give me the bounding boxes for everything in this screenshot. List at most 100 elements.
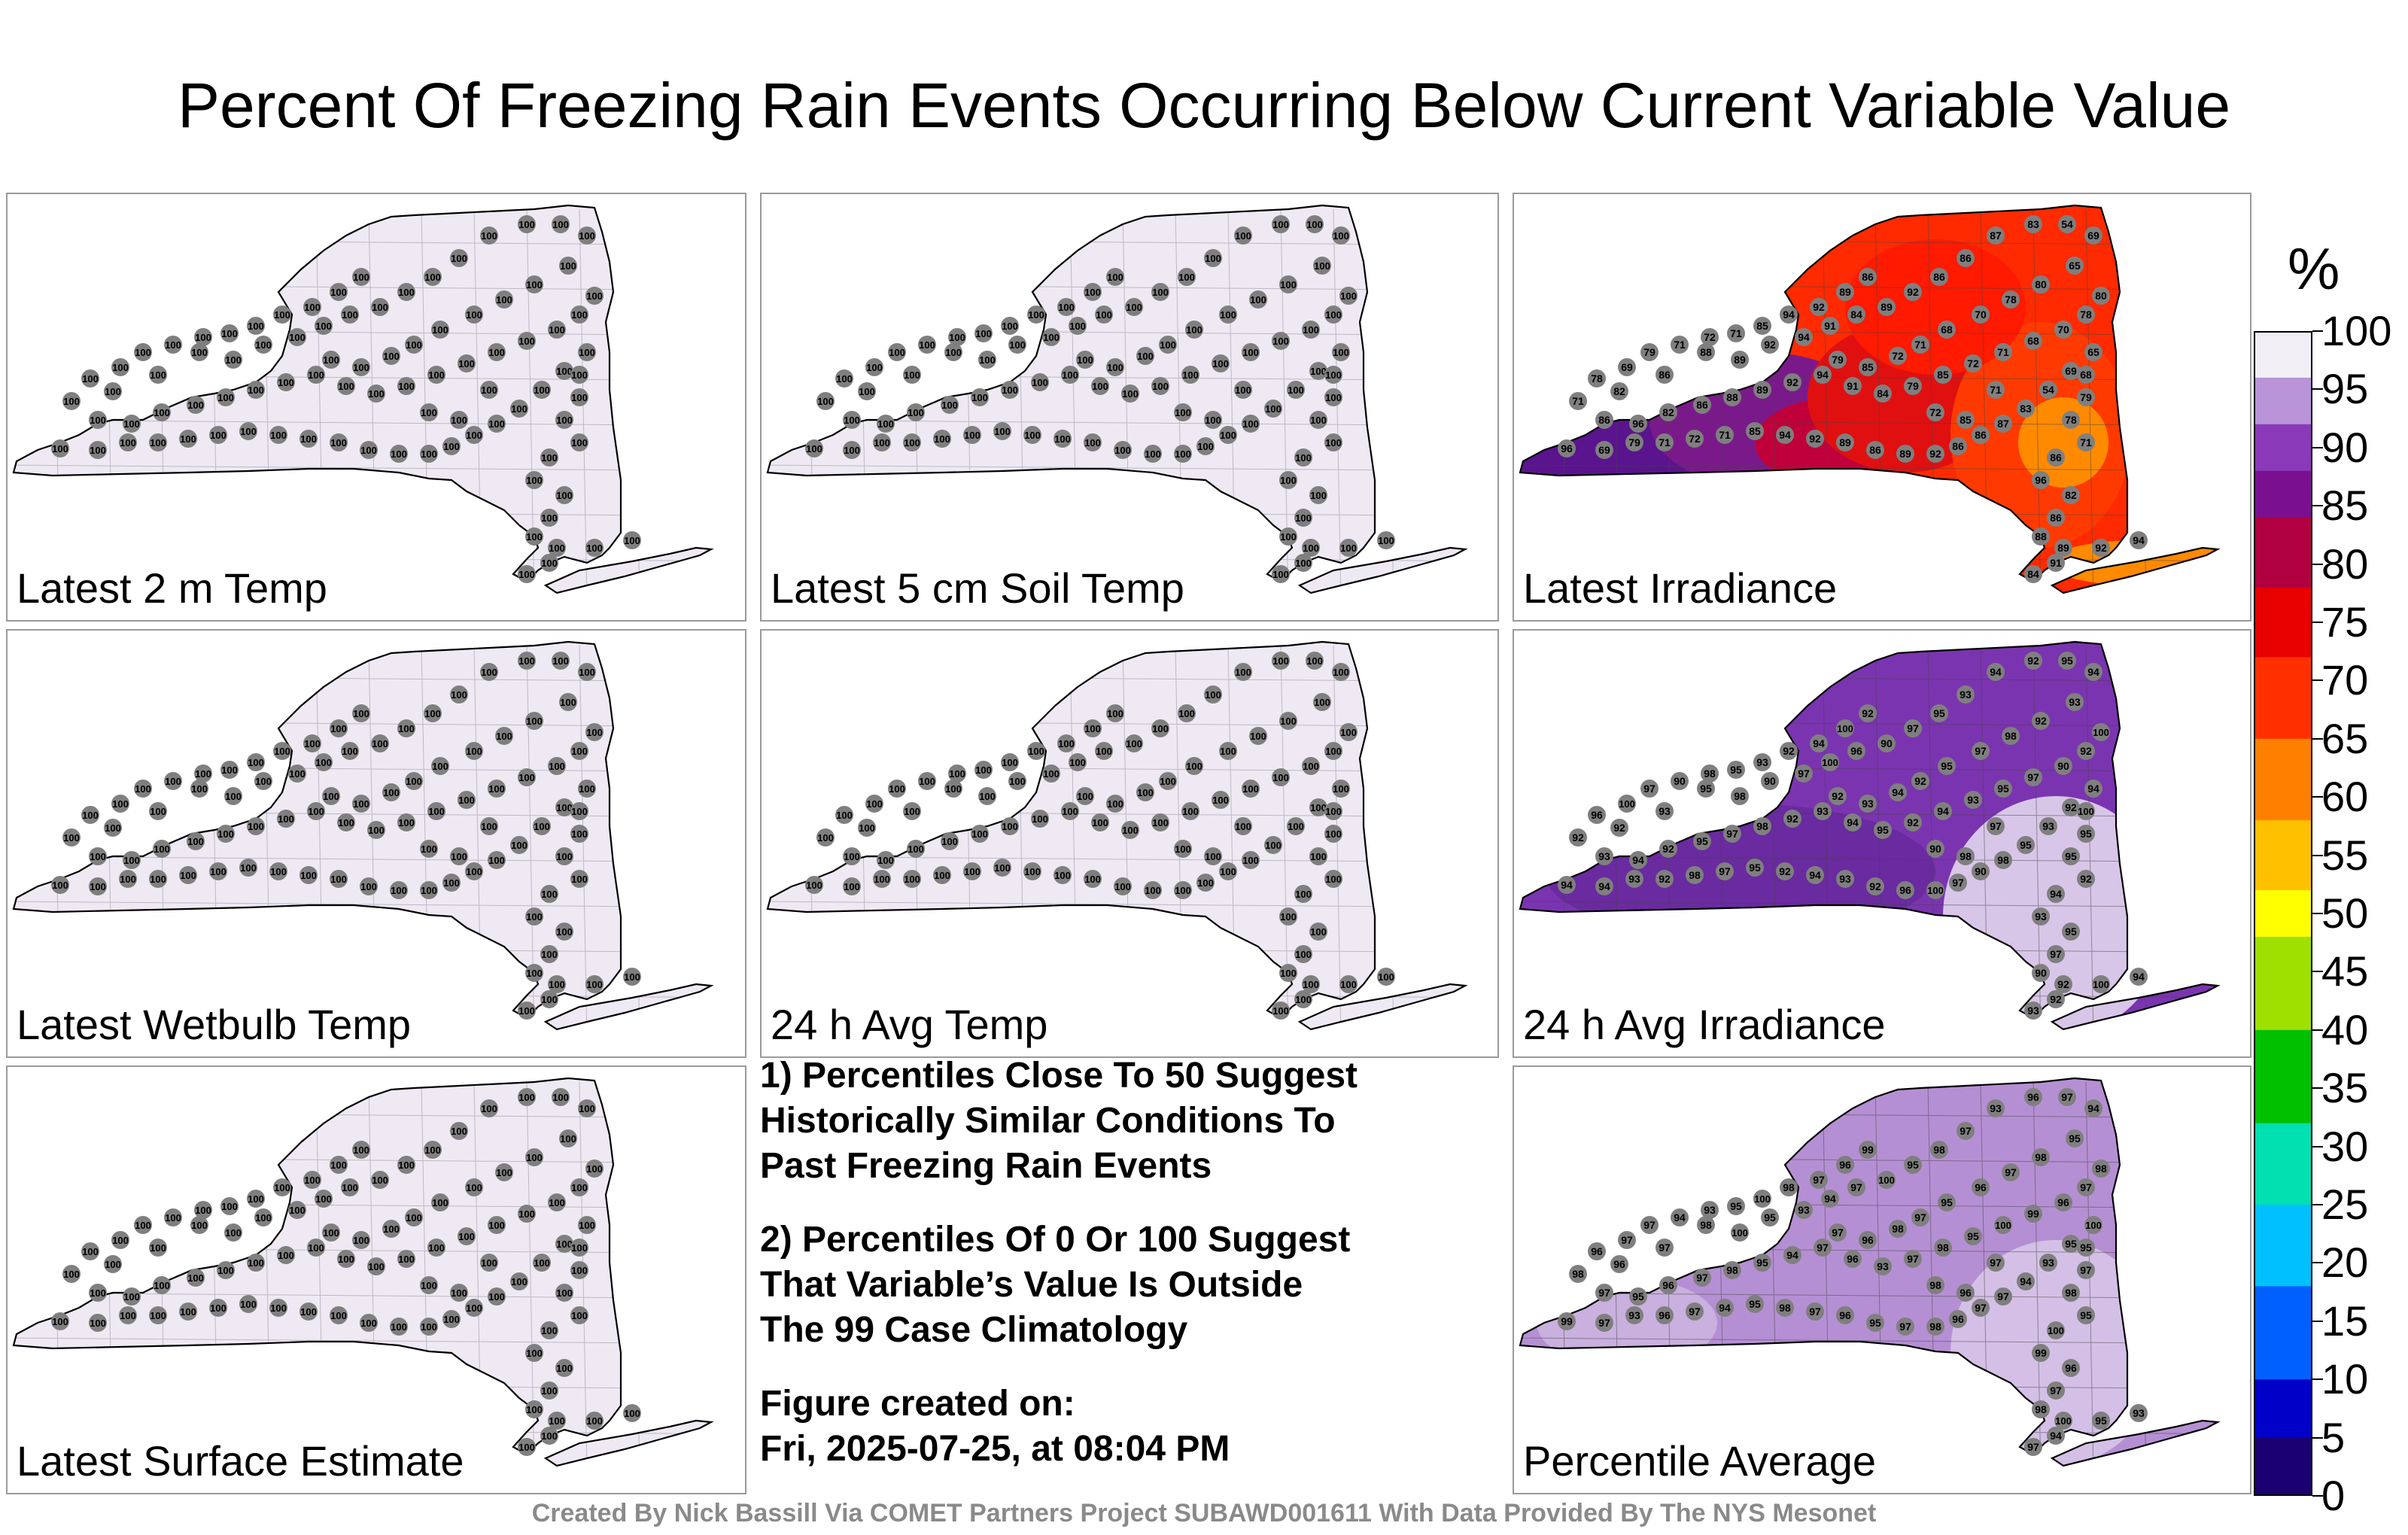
station-marker: 100 [420,840,438,858]
station-marker: 100 [303,1171,321,1189]
station-marker: 71 [1569,392,1587,410]
station-value: 98 [1700,1219,1712,1231]
colorbar-step [2254,1041,2312,1054]
station-value: 100 [52,880,68,891]
station-value: 100 [443,1314,460,1325]
station-value: 100 [428,806,445,817]
station-value: 100 [579,347,595,358]
colorbar-step [2254,983,2312,995]
station-marker: 86 [1949,437,1967,455]
station-value: 100 [549,761,565,772]
station-value: 100 [458,358,475,369]
station-value: 97 [1997,1290,2009,1302]
station-value: 100 [383,1223,400,1235]
station-marker: 100 [495,1163,513,1181]
station-marker: 100 [1618,795,1636,813]
station-value: 93 [1839,873,1851,885]
station-value: 100 [90,1318,106,1329]
station-marker: 98 [2002,727,2020,745]
station-marker: 100 [1309,847,1327,865]
station-marker: 93 [1625,1306,1643,1324]
station-value: 100 [1145,885,1161,896]
station-value: 100 [1619,798,1635,810]
station-value: 100 [511,403,528,415]
station-value: 100 [1009,776,1026,787]
station-value: 100 [353,362,369,373]
station-marker: 96 [1588,806,1606,824]
station-value: 100 [353,798,369,810]
station-marker: 100 [1084,283,1102,301]
station-marker: 100 [510,1272,528,1290]
station-value: 100 [518,655,535,667]
station-value: 95 [1730,764,1742,776]
station-marker: 100 [548,1412,566,1430]
station-marker: 100 [903,870,921,888]
station-marker: 100 [918,772,936,790]
station-value: 100 [1096,309,1112,321]
station-value: 100 [451,689,467,701]
station-value: 99 [1561,1315,1573,1327]
station-marker: 100 [360,877,378,895]
station-value: 100 [964,866,981,877]
station-marker: 100 [89,411,107,429]
station-value: 100 [315,1193,332,1205]
colorbar-step [2254,1461,2312,1473]
station-marker: 100 [1306,215,1324,233]
station-value: 90 [1764,775,1776,787]
station-value: 100 [165,776,181,787]
station-marker: 90 [1877,734,1896,752]
station-value: 100 [481,1103,497,1114]
colorbar-step [2254,540,2312,553]
station-value: 100 [2055,1415,2072,1427]
station-value: 100 [1288,821,1304,832]
station-marker: 100 [555,798,573,816]
station-value: 100 [964,430,981,441]
station-marker: 97 [1655,1239,1674,1257]
station-value: 97 [2027,771,2039,783]
station-value: 100 [421,843,437,855]
station-value: 97 [1798,768,1810,780]
station-value: 100 [274,1182,290,1193]
station-value: 100 [368,388,385,400]
station-marker: 72 [1889,347,1907,365]
station-marker: 92 [1904,813,1922,831]
station-value: 100 [123,1291,140,1302]
station-value: 100 [1272,655,1289,667]
station-value: 95 [2061,655,2073,667]
station-marker: 100 [816,392,835,410]
station-value: 95 [2080,828,2092,840]
station-marker: 93 [1753,753,1771,771]
station-marker: 71 [1911,336,1929,354]
station-value: 83 [2027,218,2039,230]
station-value: 72 [1929,406,1941,418]
station-value: 100 [586,727,603,738]
station-marker: 96 [2024,1088,2042,1106]
station-marker: 100 [1264,400,1282,418]
station-value: 100 [481,230,497,242]
panel-label: Latest Surface Estimate [17,1437,464,1485]
station-value: 94 [2020,1275,2032,1287]
station-marker: 85 [1859,358,1877,376]
station-value: 100 [421,448,437,460]
station-marker: 71 [1727,324,1745,342]
station-value: 95 [1941,760,1953,772]
station-value: 94 [1798,331,1810,343]
station-marker: 100 [149,802,167,820]
colorbar-step [2254,599,2312,612]
colorbar-tick-mark [2312,1087,2323,1090]
station-marker: 89 [2054,539,2072,557]
station-value: 100 [1340,543,1357,554]
station-value: 100 [1378,535,1394,546]
station-marker: 90 [1761,772,1779,790]
station-marker: 93 [1595,847,1613,865]
station-marker: 100 [89,1314,107,1332]
colorbar-step [2254,727,2312,740]
station-value: 92 [1786,813,1798,825]
station-value: 79 [1628,436,1640,448]
station-value: 100 [150,806,166,817]
map-panel-soil-temp: 100 100 100 100 100 100 100 100 100 100 100 100 100 1… [760,193,1499,622]
station-value: 100 [859,386,875,397]
station-marker: 100 [220,1197,239,1215]
station-value: 100 [360,445,377,456]
station-marker: 100 [1279,527,1297,546]
